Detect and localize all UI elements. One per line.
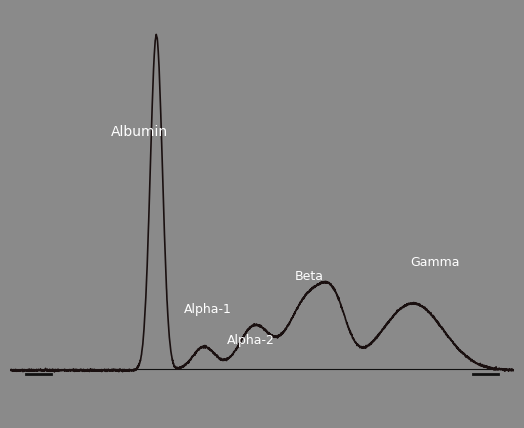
Text: Alpha-2: Alpha-2 bbox=[227, 333, 275, 347]
Text: Alpha-1: Alpha-1 bbox=[184, 303, 232, 316]
Text: Albumin: Albumin bbox=[111, 125, 168, 139]
Text: Gamma: Gamma bbox=[410, 256, 460, 270]
Text: Beta: Beta bbox=[294, 270, 324, 283]
